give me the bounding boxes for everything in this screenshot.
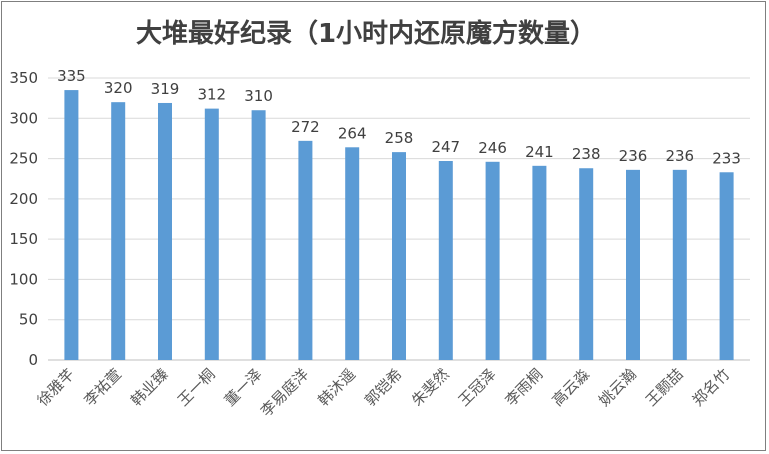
y-tick-label: 250 [9,150,38,168]
data-label: 233 [712,149,741,167]
data-label: 247 [431,138,460,156]
y-tick-label: 300 [9,109,38,127]
bar [392,152,406,360]
data-label: 238 [572,145,601,163]
data-label: 320 [104,79,133,97]
chart-title: 大堆最好纪录（1小时内还原魔方数量） [136,18,596,49]
bar [204,108,219,360]
bar [438,160,453,360]
bar [64,90,79,360]
category-label: 姚云瀚 [595,365,640,410]
bar [719,172,734,360]
category-label: 高云淼 [548,365,593,410]
category-label: 李祐萱 [80,365,125,410]
category-label: 王冠泽 [455,365,500,410]
category-label: 王颢喆 [642,365,687,410]
bar [111,102,126,361]
category-label: 郭铠希 [361,365,406,410]
category-label: 韩沐遥 [314,365,359,410]
bar [672,169,687,360]
category-label: 董一泽 [221,365,266,410]
data-label: 272 [291,118,320,136]
category-label: 李雨桐 [502,365,547,410]
category-label: 徐雅芊 [34,365,79,410]
bar [579,168,594,360]
bar [626,169,640,360]
bar [532,165,547,360]
data-label: 258 [385,129,414,147]
y-tick-label: 0 [28,351,38,369]
data-labels: 335 320 319 312 310 272 264 258 247 246 241 238 236 2… [57,67,741,167]
y-tick-label: 150 [9,230,38,248]
y-axis-ticks: 0 50 100 150 200 250 300 350 [9,69,38,369]
bar [298,140,313,360]
category-label: 韩业臻 [127,365,172,410]
data-label: 312 [197,86,226,104]
bar [485,161,500,360]
data-label: 310 [244,87,273,105]
y-tick-label: 200 [9,190,38,208]
bar [251,110,266,360]
data-label: 319 [151,80,180,98]
category-label: 朱斐然 [408,365,453,410]
data-label: 264 [338,124,367,142]
bars [64,90,734,361]
data-label: 246 [478,139,507,157]
y-tick-label: 100 [9,270,38,288]
category-label: 李易庭洋 [257,365,312,420]
data-label: 335 [57,67,86,85]
category-label: 郑名竹 [689,365,734,410]
data-label: 236 [665,147,694,165]
y-tick-label: 350 [9,69,38,87]
bar [345,147,360,360]
y-tick-label: 50 [19,311,38,329]
data-label: 236 [619,147,648,165]
category-label: 王一桐 [174,365,219,410]
data-label: 241 [525,143,554,161]
bar [158,102,172,360]
